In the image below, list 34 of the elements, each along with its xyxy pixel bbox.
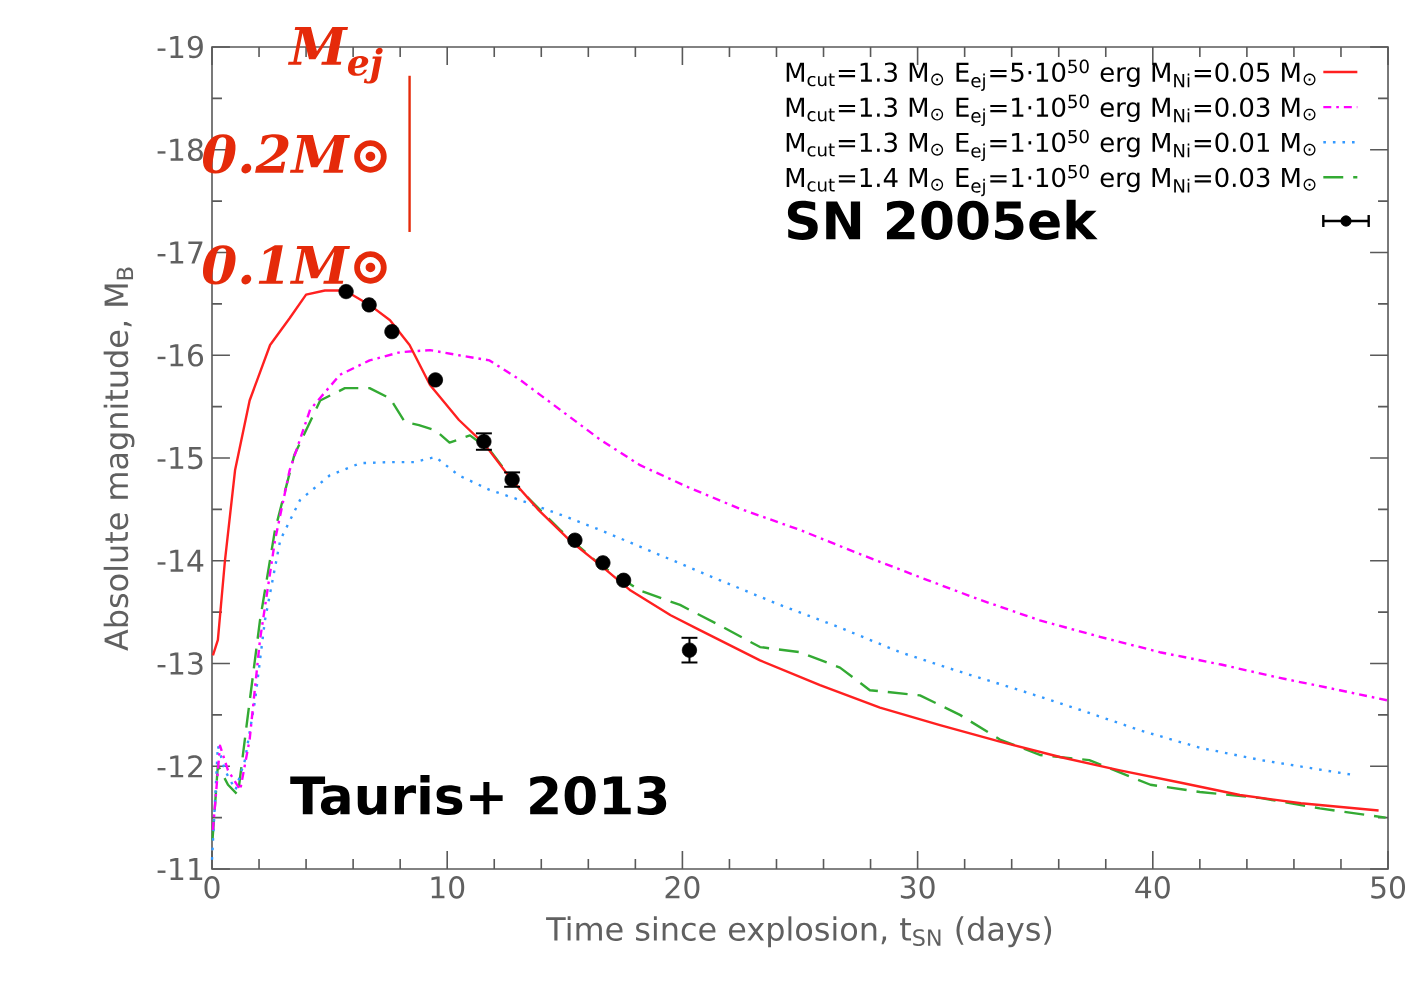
text: SN 2005ek bbox=[787, 199, 1098, 240]
text: M$_{cut}$=1.3 M$_{⊙}$ E$_{ej}$=5·10$^{50}$ erg M$_{Ni}$=0.05 M$_{⊙}$ bbox=[786, 59, 1316, 91]
y-axis-title: Absolute magnitude, M$_{B}$ bbox=[103, 267, 135, 651]
x-axis-title: Time since explosion, t$_{SN}$ (days) bbox=[546, 916, 1052, 948]
text: M$_{ej}$ bbox=[287, 27, 383, 84]
annotation: Tauris+ 2013 bbox=[290, 774, 667, 816]
text: M$_{cut}$=1.4 M$_{⊙}$ E$_{ej}$=1·10$^{50}$ erg M$_{Ni}$=0.03 M$_{⊙}$ bbox=[786, 164, 1316, 197]
text: M$_{cut}$=1.3 M$_{⊙}$ E$_{ej}$=1·10$^{50}$ erg M$_{Ni}$=0.01 M$_{⊙}$ bbox=[786, 129, 1316, 162]
y-tick-label: -13 bbox=[157, 652, 203, 675]
x-tick-label: 40 bbox=[1135, 876, 1170, 899]
y-tick-label: -19 bbox=[157, 35, 203, 59]
y-tick-label: -16 bbox=[157, 343, 204, 367]
x-tick-label: 50 bbox=[1371, 876, 1406, 899]
point bbox=[567, 532, 583, 548]
annotation: 0.1M⊙ bbox=[202, 245, 387, 285]
y-tick-label: -12 bbox=[157, 755, 202, 778]
point bbox=[427, 372, 444, 388]
y-tick-label: -15 bbox=[157, 446, 203, 470]
point bbox=[595, 555, 611, 571]
x-tick-label: 10 bbox=[431, 876, 465, 899]
y-tick-label: -11 bbox=[157, 858, 203, 880]
x-tick-label: 30 bbox=[900, 876, 935, 899]
line-series bbox=[210, 455, 1352, 861]
annotation: 0.2M⊙ bbox=[202, 134, 387, 174]
y-tick-label: -17 bbox=[157, 241, 203, 264]
point bbox=[681, 642, 698, 658]
point bbox=[616, 572, 632, 588]
x-tick-label: 20 bbox=[665, 876, 700, 899]
point bbox=[384, 324, 400, 340]
x-tick-label: 0 bbox=[204, 876, 220, 899]
text: M$_{cut}$=1.3 M$_{⊙}$ E$_{ej}$=1·10$^{50}$ erg M$_{Ni}$=0.03 M$_{⊙}$ bbox=[786, 94, 1316, 127]
y-tick-label: -18 bbox=[157, 138, 203, 162]
point bbox=[361, 297, 377, 313]
y-tick-label: -14 bbox=[157, 549, 204, 572]
